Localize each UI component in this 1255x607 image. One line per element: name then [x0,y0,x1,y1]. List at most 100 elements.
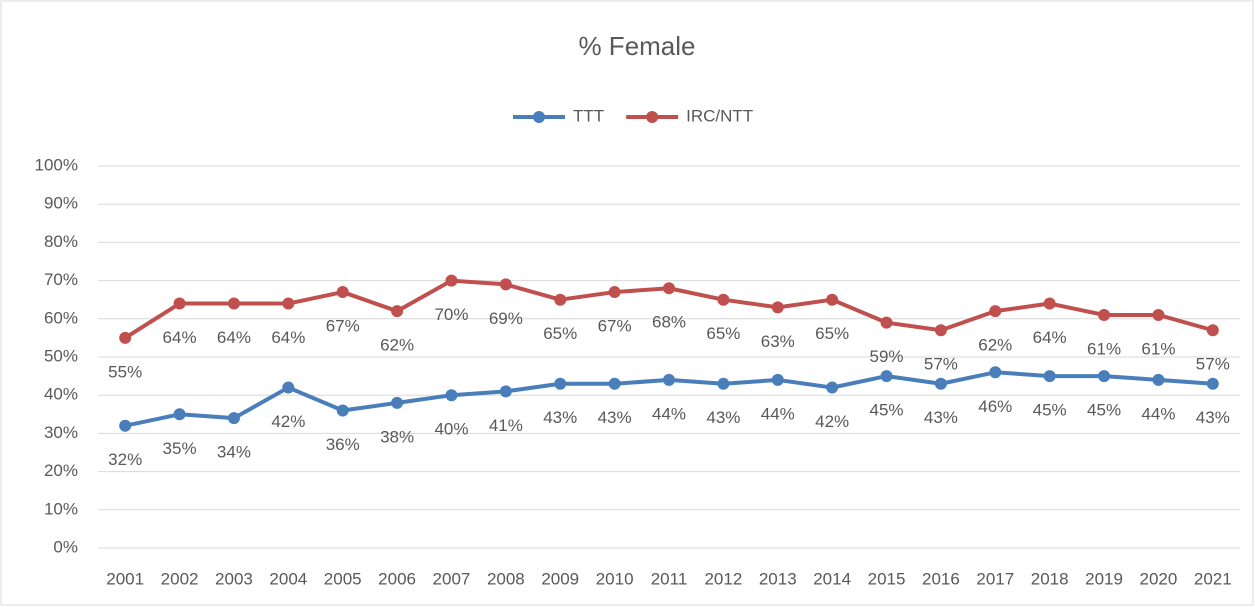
y-tick-label: 40% [44,385,78,404]
x-tick-label: 2018 [1031,569,1069,588]
data-label: 41% [489,416,523,435]
data-label: 64% [271,328,305,347]
data-label: 67% [326,317,360,336]
point [934,377,947,390]
data-label: 70% [434,305,468,324]
data-label: 61% [1087,339,1121,358]
y-tick-label: 50% [44,346,78,365]
legend-label: IRC/NTT [686,106,753,125]
point [1206,324,1219,337]
point [227,297,240,310]
data-label: 57% [1196,355,1230,374]
data-label: 35% [163,439,197,458]
data-label: 45% [1033,401,1067,420]
point [227,412,240,425]
point [826,293,839,306]
point [1098,370,1111,383]
x-tick-label: 2017 [976,569,1014,588]
y-tick-label: 70% [44,270,78,289]
chart-title: % Female [578,31,695,61]
point [771,373,784,386]
data-label: 44% [761,404,795,423]
data-label: 64% [1033,328,1067,347]
point [391,305,404,318]
data-label: 36% [326,435,360,454]
data-label: 42% [271,412,305,431]
x-tick-label: 2009 [541,569,579,588]
data-label: 44% [1141,404,1175,423]
data-label: 69% [489,309,523,328]
data-label: 46% [978,397,1012,416]
data-label: 38% [380,427,414,446]
point [499,278,512,291]
x-tick-label: 2002 [161,569,199,588]
data-label: 34% [217,443,251,462]
point [391,396,404,409]
point [445,389,458,402]
point [554,377,567,390]
data-label: 65% [815,324,849,343]
data-label: 62% [978,336,1012,355]
data-label: 57% [924,355,958,374]
x-tick-label: 2021 [1194,569,1232,588]
x-tick-label: 2015 [868,569,906,588]
point [1043,297,1056,310]
point [1098,308,1111,321]
legend-marker [533,111,545,123]
point [989,305,1002,318]
point [608,377,621,390]
y-tick-label: 90% [44,194,78,213]
point [336,286,349,299]
y-tick-label: 20% [44,461,78,480]
data-label: 55% [108,362,142,381]
point [445,274,458,287]
point [663,373,675,386]
data-label: 65% [706,324,740,343]
data-label: 43% [1196,408,1230,427]
data-label: 59% [870,347,904,366]
point [119,331,132,344]
x-tick-label: 2010 [596,569,634,588]
data-label: 65% [543,324,577,343]
x-tick-label: 2011 [651,569,688,588]
x-tick-label: 2019 [1085,569,1123,588]
x-tick-label: 2007 [433,569,471,588]
y-tick-label: 0% [53,537,78,556]
point [1043,370,1056,383]
data-label: 64% [163,328,197,347]
point [771,301,784,314]
data-label: 61% [1141,339,1175,358]
x-tick-label: 2006 [378,569,416,588]
data-label: 32% [108,450,142,469]
point [336,404,349,417]
y-tick-label: 80% [44,232,78,251]
y-tick-label: 30% [44,423,78,442]
point [989,366,1002,379]
x-tick-label: 2004 [269,569,307,588]
data-label: 42% [815,412,849,431]
y-tick-label: 60% [44,308,78,327]
point [119,419,132,432]
x-tick-label: 2005 [324,569,362,588]
data-label: 68% [652,313,686,332]
point [717,377,730,390]
point [717,293,730,306]
x-tick-label: 2016 [922,569,960,588]
data-label: 44% [652,404,686,423]
y-tick-label: 10% [44,499,78,518]
data-label: 45% [870,401,904,420]
x-tick-label: 2008 [487,569,525,588]
point [499,385,512,398]
data-label: 43% [706,408,740,427]
point [1152,308,1165,321]
point [282,381,295,394]
data-label: 43% [543,408,577,427]
point [934,324,947,337]
point [880,316,893,329]
data-label: 62% [380,336,414,355]
data-label: 63% [761,332,795,351]
legend-label: TTT [573,106,604,125]
data-label: 43% [598,408,632,427]
point [826,381,839,394]
